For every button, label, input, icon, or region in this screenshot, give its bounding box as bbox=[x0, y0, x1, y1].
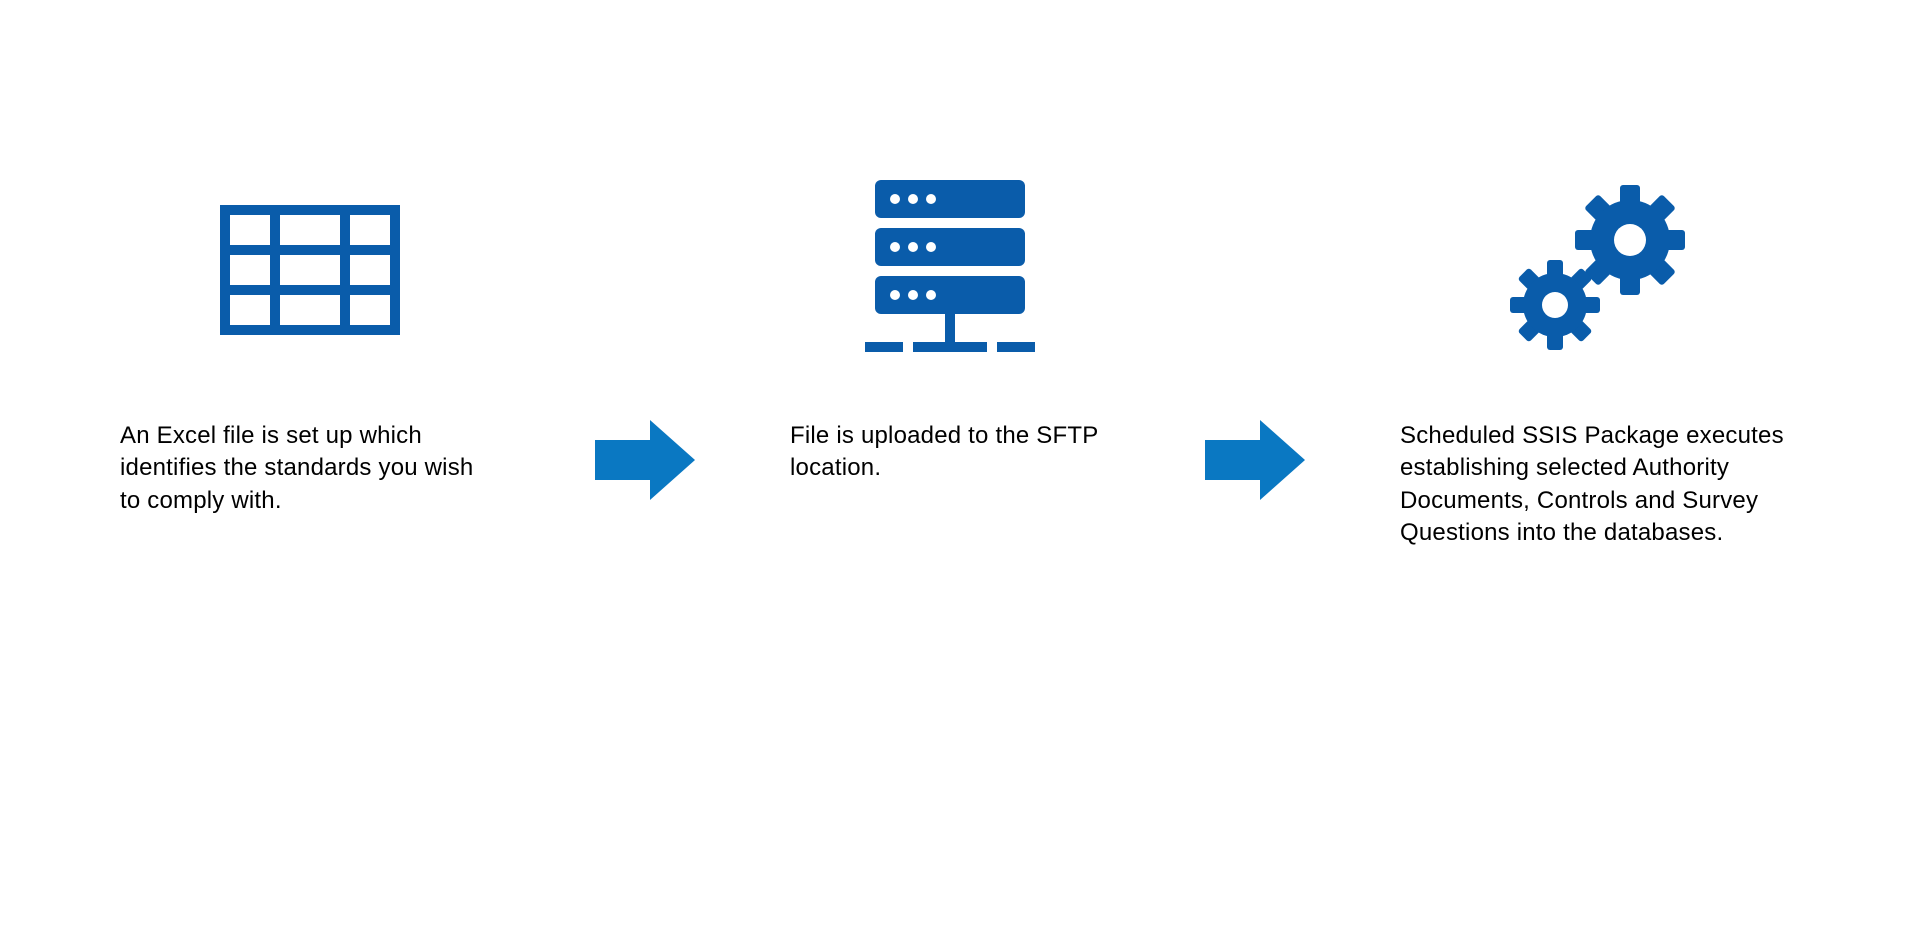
arrow-right-icon bbox=[595, 420, 695, 500]
gears-icon bbox=[1505, 185, 1695, 355]
step-upload: File is uploaded to the SFTP location. bbox=[790, 180, 1110, 485]
gears-icon-wrap bbox=[1400, 180, 1800, 360]
step-ssis: Scheduled SSIS Package executes establis… bbox=[1400, 180, 1800, 550]
grid-icon-wrap bbox=[120, 180, 500, 360]
server-icon bbox=[865, 180, 1035, 360]
step-text-3: Scheduled SSIS Package executes establis… bbox=[1400, 420, 1800, 550]
process-flow: An Excel file is set up which identifies… bbox=[120, 180, 1800, 550]
arrow-1 bbox=[585, 420, 705, 500]
arrow-right-icon bbox=[1205, 420, 1305, 500]
step-text-2: File is uploaded to the SFTP location. bbox=[790, 420, 1110, 485]
server-icon-wrap bbox=[790, 180, 1110, 360]
step-excel: An Excel file is set up which identifies… bbox=[120, 180, 500, 517]
grid-icon bbox=[220, 205, 400, 335]
step-text-1: An Excel file is set up which identifies… bbox=[120, 420, 500, 517]
arrow-2 bbox=[1195, 420, 1315, 500]
